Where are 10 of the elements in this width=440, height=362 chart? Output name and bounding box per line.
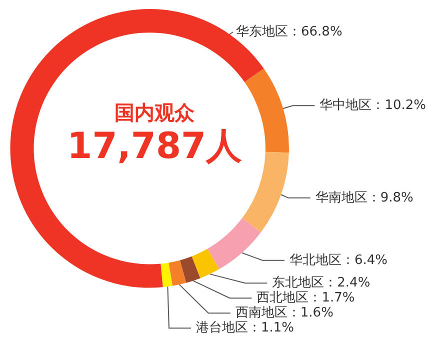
slice-label: 华北地区：6.4% [289,252,388,268]
slice-label: 华东地区：66.8% [236,24,342,40]
slice-label: 西南地区：1.6% [235,306,334,321]
slice-label: 华中地区：10.2% [320,98,426,114]
slice-label: 西北地区：1.7% [256,290,355,306]
text: 17,787人 [67,126,242,168]
slice-label: 东北地区：2.4% [272,276,370,291]
slice-label: 港台地区：1.1% [196,320,294,336]
slice-label: 华南地区：9.8% [315,190,414,206]
text: 国内观众 [114,100,196,125]
